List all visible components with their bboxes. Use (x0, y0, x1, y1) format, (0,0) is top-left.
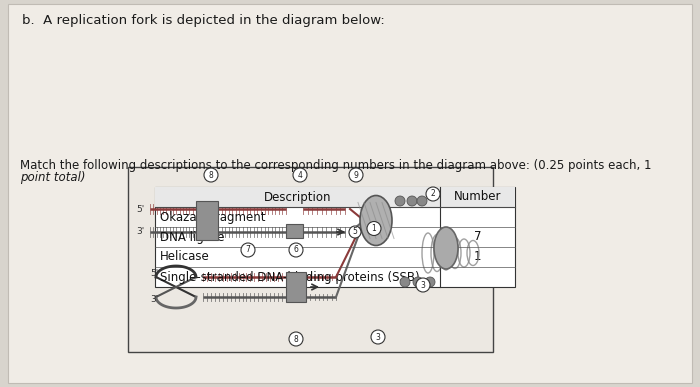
Circle shape (289, 332, 303, 346)
Circle shape (293, 168, 307, 182)
Text: 2: 2 (430, 190, 435, 199)
Text: Helicase: Helicase (160, 250, 210, 264)
Text: 1: 1 (372, 224, 377, 233)
Text: 7: 7 (246, 245, 251, 255)
Circle shape (416, 278, 430, 292)
Text: Description: Description (264, 190, 331, 204)
Text: Match the following descriptions to the corresponding numbers in the diagram abo: Match the following descriptions to the … (20, 159, 652, 172)
Bar (286, 272, 306, 302)
Bar (196, 201, 218, 240)
Circle shape (289, 243, 303, 257)
FancyBboxPatch shape (8, 4, 692, 383)
Text: 8: 8 (209, 171, 214, 180)
Bar (128, 167, 493, 352)
Text: 3: 3 (376, 332, 380, 341)
Bar (155, 187, 515, 207)
Circle shape (395, 196, 405, 206)
Ellipse shape (360, 195, 392, 245)
Text: point total): point total) (20, 171, 85, 184)
Text: Number: Number (454, 190, 501, 204)
Circle shape (204, 168, 218, 182)
Text: 6: 6 (293, 245, 298, 255)
Text: DNA ligase: DNA ligase (160, 231, 225, 243)
Text: b.  A replication fork is depicted in the diagram below:: b. A replication fork is depicted in the… (22, 14, 385, 27)
Ellipse shape (434, 227, 458, 269)
Circle shape (407, 196, 417, 206)
Text: 3': 3' (136, 228, 144, 236)
Bar (286, 224, 303, 238)
Text: 3: 3 (421, 281, 426, 289)
Bar (155, 187, 515, 287)
Circle shape (349, 226, 361, 238)
Circle shape (241, 243, 255, 257)
Text: 7: 7 (474, 231, 482, 243)
Text: 9: 9 (354, 171, 358, 180)
Text: 3': 3' (150, 295, 158, 303)
Text: 5': 5' (136, 204, 144, 214)
Circle shape (349, 168, 363, 182)
Circle shape (413, 277, 423, 287)
Circle shape (417, 196, 427, 206)
Text: 5': 5' (150, 269, 158, 279)
Text: 5: 5 (353, 228, 358, 236)
Circle shape (371, 330, 385, 344)
Text: Single-stranded DNA-binding proteins (SSB): Single-stranded DNA-binding proteins (SS… (160, 271, 419, 284)
Text: 4: 4 (298, 171, 302, 180)
Text: 8: 8 (293, 334, 298, 344)
Circle shape (426, 187, 440, 201)
Text: 1: 1 (474, 250, 482, 264)
Circle shape (400, 277, 410, 287)
Circle shape (367, 221, 381, 236)
Circle shape (425, 277, 435, 287)
Text: Okazaki fragment: Okazaki fragment (160, 211, 265, 224)
